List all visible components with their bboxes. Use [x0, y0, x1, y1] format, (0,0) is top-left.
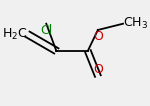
Text: O: O	[93, 30, 103, 43]
Text: $\mathsf{CH_3}$: $\mathsf{CH_3}$	[123, 16, 148, 31]
Text: Cl: Cl	[40, 24, 52, 37]
Text: O: O	[93, 63, 103, 76]
Text: $\mathsf{H_2C}$: $\mathsf{H_2C}$	[2, 27, 27, 42]
